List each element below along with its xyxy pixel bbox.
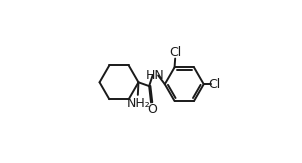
Text: HN: HN: [146, 69, 165, 82]
Text: NH₂: NH₂: [127, 96, 150, 110]
Text: Cl: Cl: [208, 78, 220, 91]
Text: Cl: Cl: [169, 46, 181, 59]
Text: O: O: [147, 104, 157, 116]
